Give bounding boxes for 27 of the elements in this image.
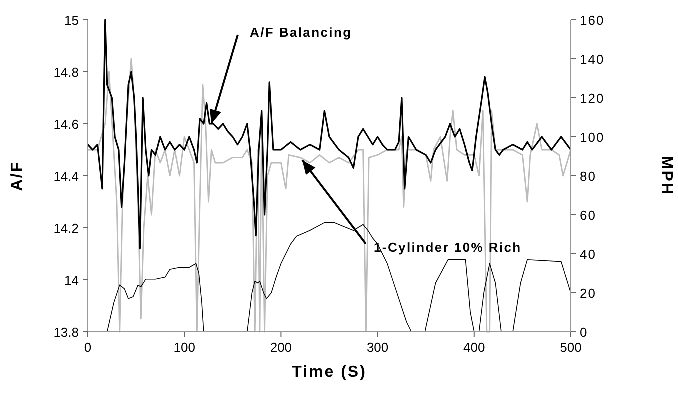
y2-axis-title: MPH	[658, 156, 675, 196]
annotation: A/F Balancing	[250, 25, 352, 40]
y-tick-label: 14.4	[54, 169, 79, 184]
y2-tick-label: 120	[580, 91, 605, 106]
y2-tick-label: 140	[580, 52, 605, 67]
y-tick-label: 14.6	[54, 117, 79, 132]
y2-tick-label: 100	[580, 130, 605, 145]
x-tick-label: 400	[464, 340, 486, 355]
y-tick-label: 14.8	[54, 65, 79, 80]
line-series	[106, 222, 572, 332]
y-tick-label: 14	[64, 273, 79, 288]
y2-tick-label: 20	[580, 286, 596, 301]
x-tick-label: 200	[270, 340, 292, 355]
x-tick-label: 500	[560, 340, 582, 355]
x-tick-label: 300	[366, 340, 389, 355]
y2-tick-label: 0	[580, 325, 588, 340]
y2-tick-label: 160	[580, 13, 605, 28]
x-tick-label: 100	[174, 340, 196, 355]
y-axis-title: A/F	[9, 160, 26, 192]
x-tick-label: 0	[84, 340, 92, 355]
y2-tick-label: 60	[580, 208, 596, 223]
y-tick-label: 14.2	[54, 221, 79, 236]
x-axis-title: Time (S)	[292, 364, 367, 381]
y-tick-label: 15	[64, 13, 79, 28]
y2-tick-label: 40	[580, 247, 596, 262]
y-tick-label: 13.8	[54, 325, 79, 340]
y2-tick-label: 80	[580, 169, 596, 184]
